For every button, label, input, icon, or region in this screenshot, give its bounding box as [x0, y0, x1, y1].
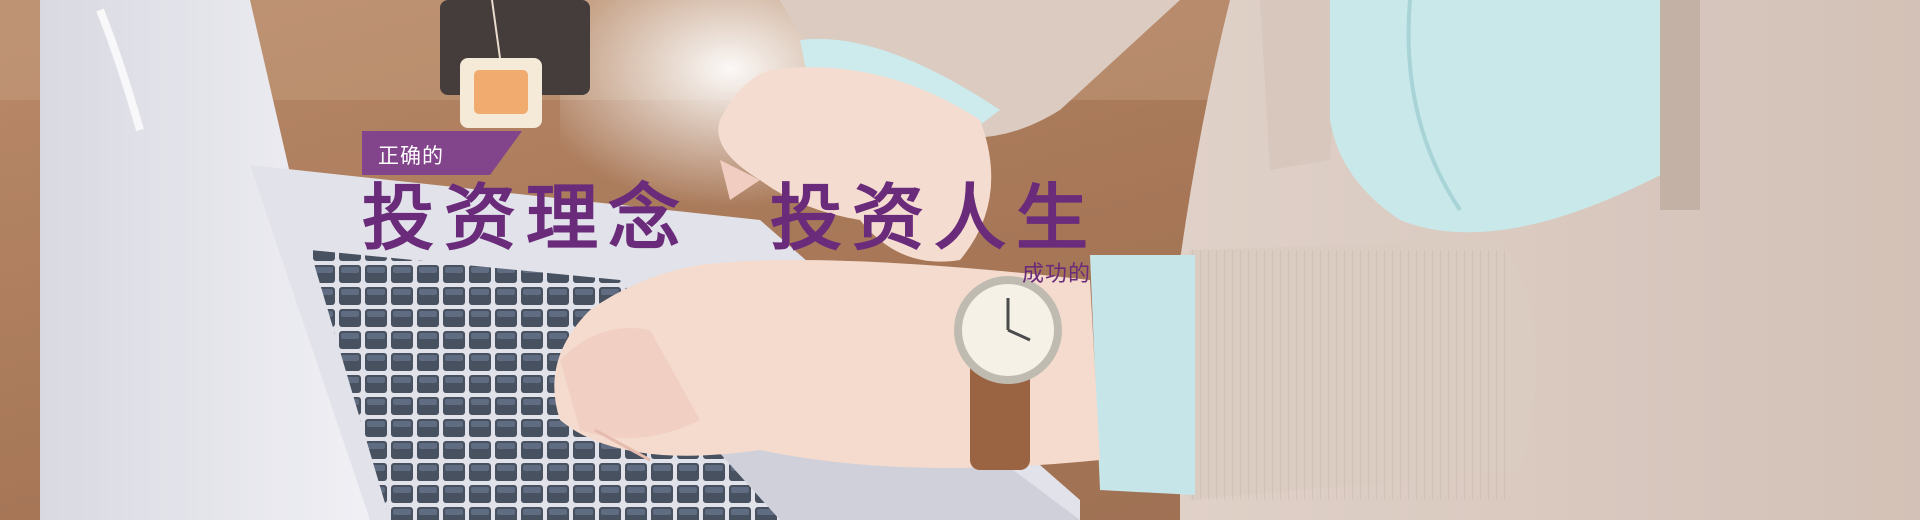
tag-ribbon: 正确的	[362, 131, 522, 175]
subline-successful: 成功的	[1022, 256, 1091, 288]
tag-label: 正确的	[378, 140, 444, 170]
headline-investment-philosophy: 投资理念	[362, 178, 690, 258]
headline-investment-life: 投资人生	[770, 178, 1098, 258]
